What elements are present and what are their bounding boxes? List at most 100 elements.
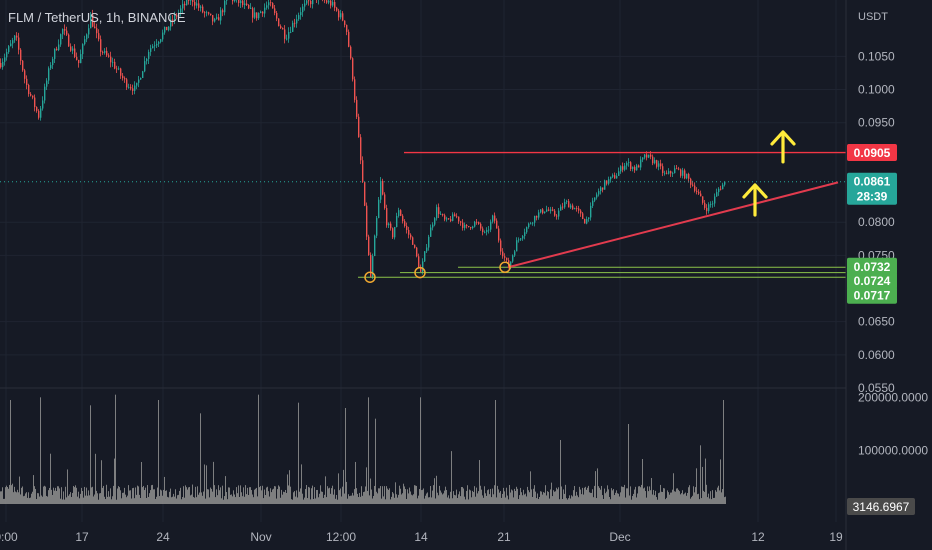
candle-body bbox=[66, 30, 68, 35]
volume-bar bbox=[655, 490, 656, 504]
candle-body bbox=[250, 8, 252, 9]
volume-bar bbox=[641, 484, 642, 504]
volume-bar bbox=[80, 493, 81, 504]
volume-bar bbox=[570, 498, 571, 504]
volume-bar bbox=[416, 485, 417, 504]
candle-body bbox=[550, 209, 552, 211]
volume-bar bbox=[196, 497, 197, 504]
volume-bar bbox=[515, 491, 516, 504]
volume-bar bbox=[21, 487, 22, 504]
candle-body bbox=[188, 0, 190, 1]
volume-bar bbox=[567, 499, 568, 504]
candle-body bbox=[234, 0, 236, 2]
candle-body bbox=[718, 188, 720, 193]
volume-bar bbox=[710, 491, 711, 504]
volume-bar bbox=[37, 493, 38, 504]
volume-bar bbox=[214, 485, 215, 504]
volume-bar bbox=[239, 496, 240, 504]
volume-bar bbox=[7, 487, 8, 504]
volume-bar bbox=[487, 490, 488, 504]
volume-bar bbox=[430, 485, 431, 504]
volume-bar bbox=[598, 486, 599, 504]
volume-bar bbox=[511, 489, 512, 504]
volume-bar bbox=[240, 485, 241, 504]
volume-bar bbox=[412, 495, 413, 504]
volume-bar bbox=[507, 495, 508, 504]
volume-bar bbox=[558, 487, 559, 504]
volume-bar bbox=[254, 489, 255, 504]
candle-body bbox=[74, 48, 76, 57]
volume-bar bbox=[104, 496, 105, 504]
volume-bar bbox=[96, 490, 97, 504]
candle-body bbox=[106, 50, 108, 56]
volume-bar bbox=[431, 497, 432, 504]
resistance-price-tag-text: 0.0905 bbox=[854, 146, 891, 160]
volume-bar bbox=[516, 486, 517, 504]
volume-bar bbox=[510, 492, 511, 504]
candle-body bbox=[586, 219, 588, 224]
volume-bar bbox=[627, 488, 628, 504]
volume-bar bbox=[228, 487, 229, 504]
volume-bar bbox=[143, 485, 144, 504]
volume-bar bbox=[557, 489, 558, 504]
volume-bar bbox=[305, 489, 306, 504]
volume-bar bbox=[497, 485, 498, 504]
candle-body bbox=[540, 209, 542, 213]
candle-body bbox=[654, 160, 656, 164]
volume-bar bbox=[175, 489, 176, 504]
candle-body bbox=[366, 205, 368, 237]
volume-bar bbox=[464, 496, 465, 504]
candle-body bbox=[146, 58, 148, 62]
volume-bar bbox=[620, 492, 621, 504]
volume-bar bbox=[155, 498, 156, 504]
candle-body bbox=[474, 221, 476, 227]
candle-body bbox=[498, 228, 500, 241]
candle-body bbox=[184, 3, 186, 6]
candle-body bbox=[44, 86, 46, 101]
volume-bar bbox=[384, 486, 385, 504]
volume-bar bbox=[625, 497, 626, 504]
volume-bar bbox=[425, 495, 426, 504]
volume-bar bbox=[292, 499, 293, 504]
candle-body bbox=[424, 251, 426, 262]
candle-body bbox=[532, 222, 534, 224]
volume-bar bbox=[371, 489, 372, 504]
volume-bar bbox=[198, 494, 199, 504]
volume-bar bbox=[583, 494, 584, 504]
candle-body bbox=[26, 78, 28, 85]
volume-bar bbox=[667, 490, 668, 504]
candle-body bbox=[304, 3, 306, 7]
volume-bar bbox=[159, 496, 160, 504]
candle-body bbox=[136, 82, 138, 86]
volume-bar bbox=[393, 493, 394, 504]
volume-bar bbox=[300, 488, 301, 504]
time-tick-label: 24 bbox=[156, 530, 170, 544]
volume-bar bbox=[592, 489, 593, 504]
volume-bar bbox=[390, 499, 391, 504]
volume-bar bbox=[121, 498, 122, 504]
candle-body bbox=[418, 256, 420, 268]
time-scale-panel[interactable] bbox=[0, 522, 932, 550]
volume-bar bbox=[67, 469, 68, 504]
candle-body bbox=[10, 43, 12, 47]
volume-bar bbox=[595, 471, 596, 504]
candle-body bbox=[270, 2, 272, 4]
volume-bar bbox=[158, 400, 159, 504]
candle-body bbox=[512, 255, 514, 262]
candle-body bbox=[632, 166, 634, 169]
volume-bar bbox=[68, 495, 69, 504]
candle-body bbox=[578, 208, 580, 211]
candle-body bbox=[414, 244, 416, 248]
volume-last-tag-text: 3146.6967 bbox=[853, 500, 910, 514]
candle-body bbox=[128, 87, 130, 89]
volume-bar bbox=[329, 487, 330, 504]
candle-body bbox=[714, 196, 716, 204]
volume-bar bbox=[169, 491, 170, 504]
volume-bar bbox=[652, 494, 653, 504]
volume-bar bbox=[14, 486, 15, 504]
volume-bar bbox=[374, 485, 375, 504]
volume-bar bbox=[145, 487, 146, 504]
volume-bar bbox=[260, 486, 261, 504]
volume-bar bbox=[163, 489, 164, 504]
